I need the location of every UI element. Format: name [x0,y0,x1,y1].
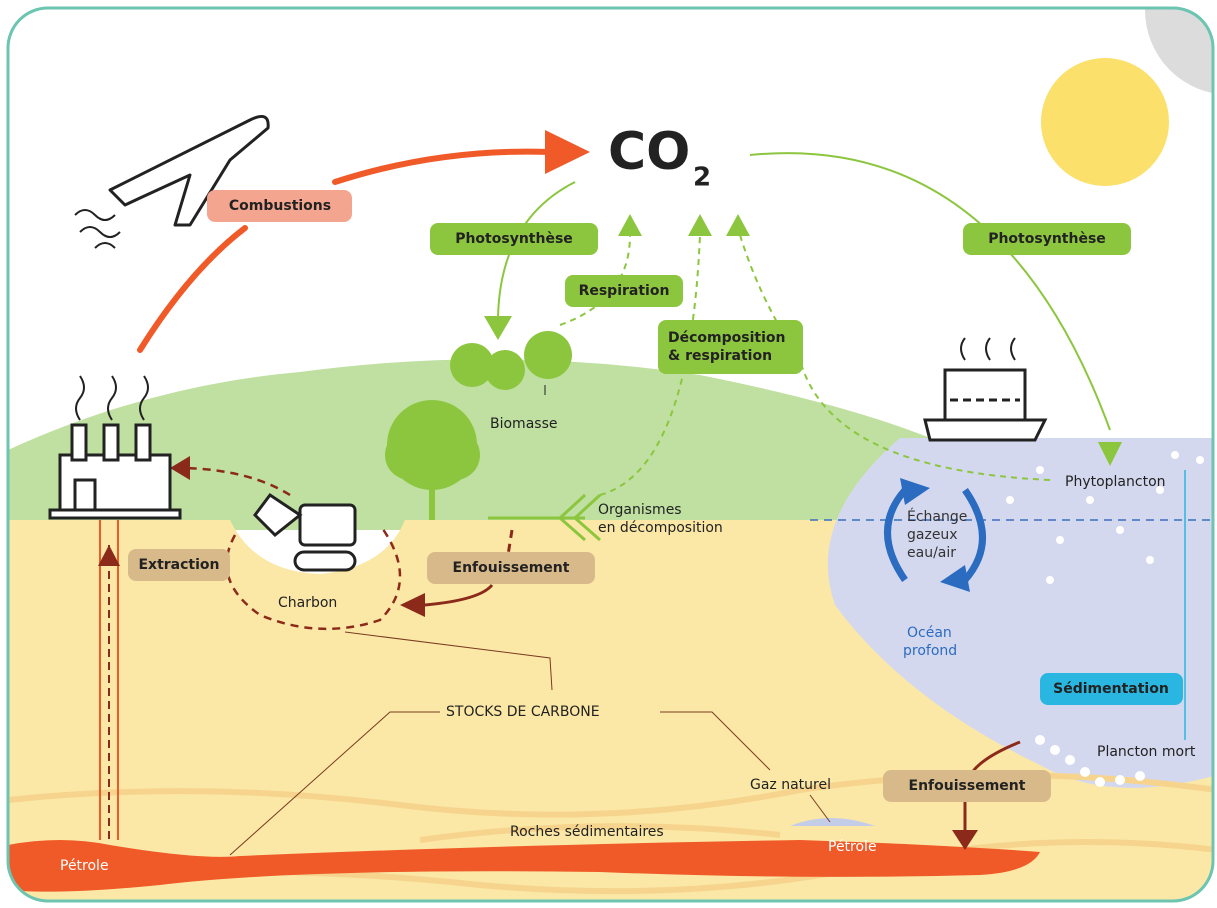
place-label: Roches sédimentaires [510,824,664,840]
process-label: Décomposition [668,330,785,346]
place-label: profond [903,643,957,659]
place-label: eau/air [907,545,956,561]
process-label: Sédimentation [1053,681,1169,697]
place-label: Pétrole [828,839,877,855]
sun [1041,58,1169,186]
place-label: Charbon [278,595,337,611]
process-label: Enfouissement [453,560,570,576]
process-label: Enfouissement [909,778,1026,794]
process-label: Photosynthèse [988,231,1106,247]
co2-label: CO [608,122,690,182]
place-label: Océan [907,625,952,641]
place-label: Échange [907,508,967,525]
process-label: Extraction [138,557,219,573]
stocks-label: STOCKS DE CARBONE [446,704,600,720]
place-label: Pétrole [60,858,109,874]
place-label: Organismes [598,502,682,518]
place-label: Gaz naturel [750,777,831,793]
carbon-cycle-diagram: CO 2 Combustions Photosynthèse Respirati… [0,0,1217,908]
process-label: & respiration [668,348,772,364]
place-label: Phytoplancton [1065,474,1166,490]
process-label: Respiration [579,283,670,299]
place-label: en décomposition [598,520,723,536]
place-label: gazeux [907,527,958,543]
process-box [658,320,803,374]
place-label: Biomasse [490,416,557,432]
process-label: Photosynthèse [455,231,573,247]
process-label: Combustions [229,198,331,214]
co2-subscript: 2 [693,163,711,193]
page: CO 2 Combustions Photosynthèse Respirati… [0,0,1217,908]
place-label: Plancton mort [1097,744,1196,760]
